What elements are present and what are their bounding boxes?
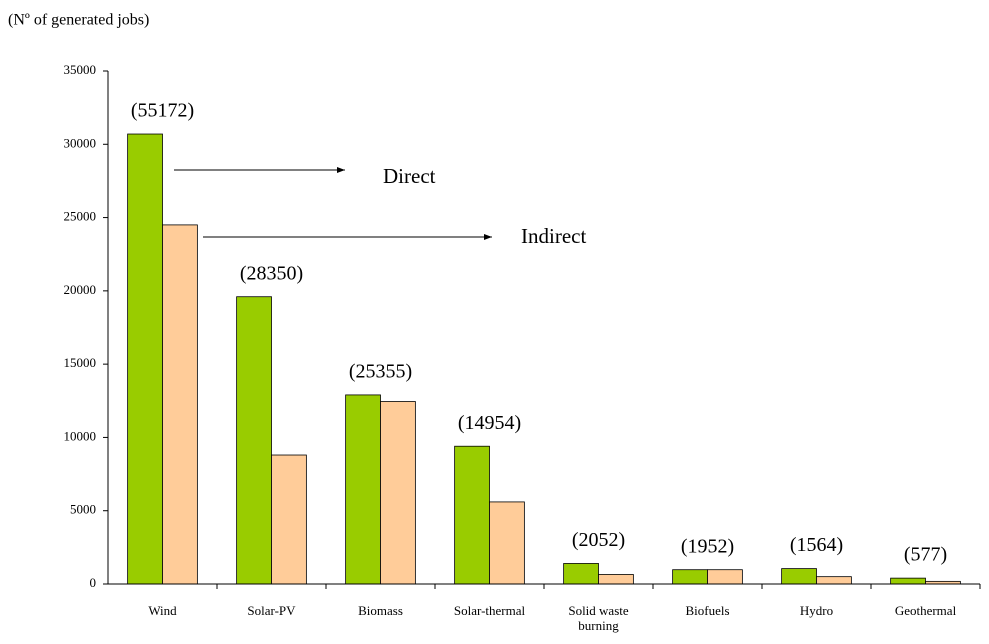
bar	[672, 569, 708, 585]
y-tick-label: 30000	[64, 135, 97, 150]
bar	[345, 394, 381, 585]
bar	[598, 574, 634, 585]
bar	[707, 569, 743, 585]
y-tick-label: 0	[90, 575, 97, 590]
x-tick-label: Biofuels	[685, 603, 730, 618]
y-tick-label: 5000	[70, 502, 96, 517]
bar	[781, 568, 817, 585]
bar	[816, 576, 852, 585]
x-tick-label: Solid waste burning	[568, 603, 629, 633]
y-tick-label: 15000	[64, 355, 97, 370]
total-label: (28350)	[240, 262, 303, 284]
total-label: (1952)	[681, 535, 734, 557]
x-tick-label: Geothermal	[894, 603, 957, 618]
y-tick-label: 20000	[64, 282, 97, 297]
bar	[271, 454, 307, 585]
bar	[162, 224, 198, 585]
bar	[489, 501, 525, 585]
total-label: (25355)	[349, 361, 412, 383]
legend-label: Direct	[383, 164, 436, 188]
bar	[454, 445, 490, 585]
bar	[890, 577, 926, 585]
x-tick-label: Hydro	[799, 603, 834, 618]
total-label: (2052)	[572, 529, 625, 551]
bar	[563, 563, 599, 585]
total-label: (55172)	[131, 100, 194, 122]
x-tick-label: Wind	[148, 603, 177, 618]
x-tick-label: Solar-thermal	[453, 603, 526, 618]
y-tick-label: 35000	[64, 62, 97, 77]
x-tick-label: Solar-PV	[247, 603, 296, 618]
bar	[127, 133, 163, 585]
total-label: (577)	[904, 544, 947, 566]
y-tick-label: 25000	[64, 209, 97, 224]
bar	[380, 401, 416, 585]
y-tick-label: 10000	[64, 428, 97, 443]
x-tick-label: Biomass	[358, 603, 403, 618]
legend-label: Indirect	[521, 224, 586, 248]
y-axis-label: (Nº of generated jobs)	[8, 12, 149, 29]
total-label: (1564)	[790, 534, 843, 556]
total-label: (14954)	[458, 412, 521, 434]
bar	[236, 296, 272, 585]
